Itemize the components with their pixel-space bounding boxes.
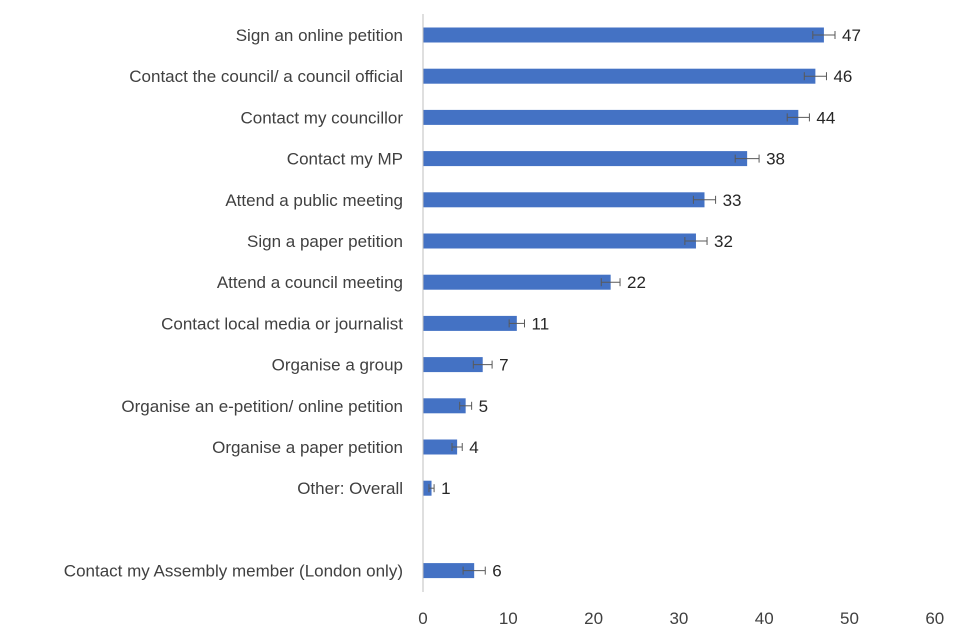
error-bar <box>428 484 435 493</box>
category-label: Sign a paper petition <box>247 232 403 251</box>
data-label: 7 <box>499 356 508 375</box>
bar <box>423 233 696 249</box>
category-label: Organise an e-petition/ online petition <box>121 397 403 416</box>
data-label: 5 <box>479 397 488 416</box>
error-bar <box>803 72 827 81</box>
bar <box>423 315 517 331</box>
category-label: Attend a council meeting <box>217 273 403 292</box>
category-label: Contact my Assembly member (London only) <box>64 562 403 581</box>
error-bars-layer <box>428 31 836 575</box>
error-bar <box>812 31 836 39</box>
data-label: 47 <box>842 26 861 45</box>
x-tick-label: 50 <box>840 609 859 628</box>
category-label: Other: Overall <box>297 479 403 498</box>
data-label: 46 <box>833 67 852 86</box>
x-tick-label: 40 <box>755 609 774 628</box>
category-label: Contact my MP <box>287 150 403 169</box>
error-bar <box>472 360 493 369</box>
data-label: 6 <box>492 562 501 581</box>
bar <box>423 563 475 579</box>
category-label: Contact the council/ a council official <box>129 67 403 86</box>
data-label: 33 <box>723 191 742 210</box>
category-label: Organise a paper petition <box>212 438 403 457</box>
bar <box>423 68 816 84</box>
category-labels: Sign an online petition Contact the counc… <box>64 26 404 581</box>
category-label: Sign an online petition <box>236 26 403 45</box>
category-label: Contact my councillor <box>240 108 403 127</box>
bar <box>423 480 432 496</box>
category-label: Organise a group <box>272 356 403 375</box>
data-label: 11 <box>532 314 550 333</box>
error-bar <box>462 566 486 575</box>
data-label: 44 <box>816 108 835 127</box>
bar <box>423 151 748 167</box>
error-bar <box>786 113 810 122</box>
error-bar <box>684 237 708 245</box>
error-bar <box>734 154 760 163</box>
x-tick-label: 60 <box>925 609 944 628</box>
data-label: 1 <box>441 479 450 498</box>
bar <box>423 439 458 455</box>
x-tick-label: 30 <box>669 609 688 628</box>
error-bar <box>508 319 526 328</box>
bar <box>423 274 611 290</box>
data-label: 4 <box>469 438 478 457</box>
bars-layer <box>423 27 824 579</box>
x-tick-label: 10 <box>499 609 518 628</box>
value-labels: 47 46 44 38 33 32 22 11 7 5 4 1 6 <box>441 26 861 581</box>
x-tick-label: 20 <box>584 609 603 628</box>
x-tick-label: 0 <box>418 609 427 628</box>
bar <box>423 357 483 373</box>
data-label: 32 <box>714 232 733 251</box>
error-bar <box>459 401 473 410</box>
data-label: 22 <box>627 273 646 292</box>
error-bar <box>451 443 463 451</box>
data-label: 38 <box>766 150 785 169</box>
category-label: Attend a public meeting <box>225 191 403 210</box>
bar <box>423 27 824 43</box>
error-bar <box>600 278 621 287</box>
category-label: Contact local media or journalist <box>161 314 403 333</box>
bar <box>423 109 799 125</box>
error-bar <box>692 195 717 204</box>
bar <box>423 192 705 208</box>
bar <box>423 398 466 414</box>
x-axis-tick-labels: 0 10 20 30 40 50 60 <box>418 609 944 628</box>
